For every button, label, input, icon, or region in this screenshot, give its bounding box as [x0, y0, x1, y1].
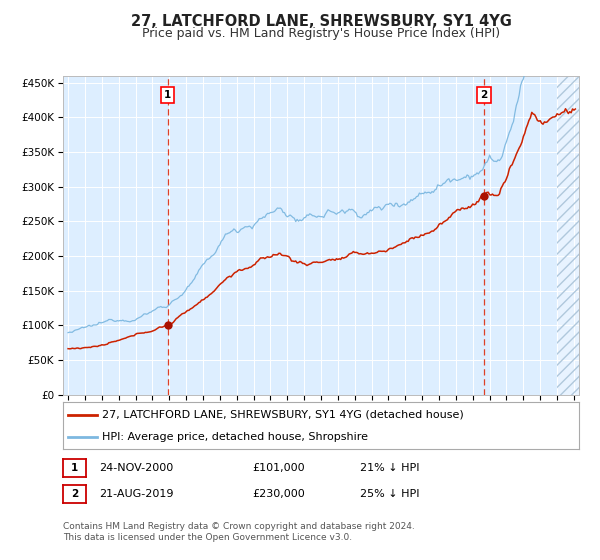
Bar: [557, 76, 583, 395]
Text: Contains HM Land Registry data © Crown copyright and database right 2024.: Contains HM Land Registry data © Crown c…: [63, 522, 415, 531]
Text: £230,000: £230,000: [252, 489, 305, 499]
Text: HPI: Average price, detached house, Shropshire: HPI: Average price, detached house, Shro…: [101, 432, 368, 442]
Bar: [557, 76, 583, 395]
Text: 2: 2: [71, 489, 78, 499]
Text: 1: 1: [164, 90, 172, 100]
Text: Price paid vs. HM Land Registry's House Price Index (HPI): Price paid vs. HM Land Registry's House …: [142, 27, 500, 40]
Text: 21% ↓ HPI: 21% ↓ HPI: [360, 463, 419, 473]
Text: £101,000: £101,000: [252, 463, 305, 473]
Text: 27, LATCHFORD LANE, SHREWSBURY, SY1 4YG: 27, LATCHFORD LANE, SHREWSBURY, SY1 4YG: [131, 14, 511, 29]
Text: This data is licensed under the Open Government Licence v3.0.: This data is licensed under the Open Gov…: [63, 533, 352, 542]
Text: 25% ↓ HPI: 25% ↓ HPI: [360, 489, 419, 499]
Text: 2: 2: [481, 90, 488, 100]
Text: 24-NOV-2000: 24-NOV-2000: [99, 463, 173, 473]
Text: 21-AUG-2019: 21-AUG-2019: [99, 489, 173, 499]
Text: 27, LATCHFORD LANE, SHREWSBURY, SY1 4YG (detached house): 27, LATCHFORD LANE, SHREWSBURY, SY1 4YG …: [101, 410, 463, 420]
Text: 1: 1: [71, 463, 78, 473]
